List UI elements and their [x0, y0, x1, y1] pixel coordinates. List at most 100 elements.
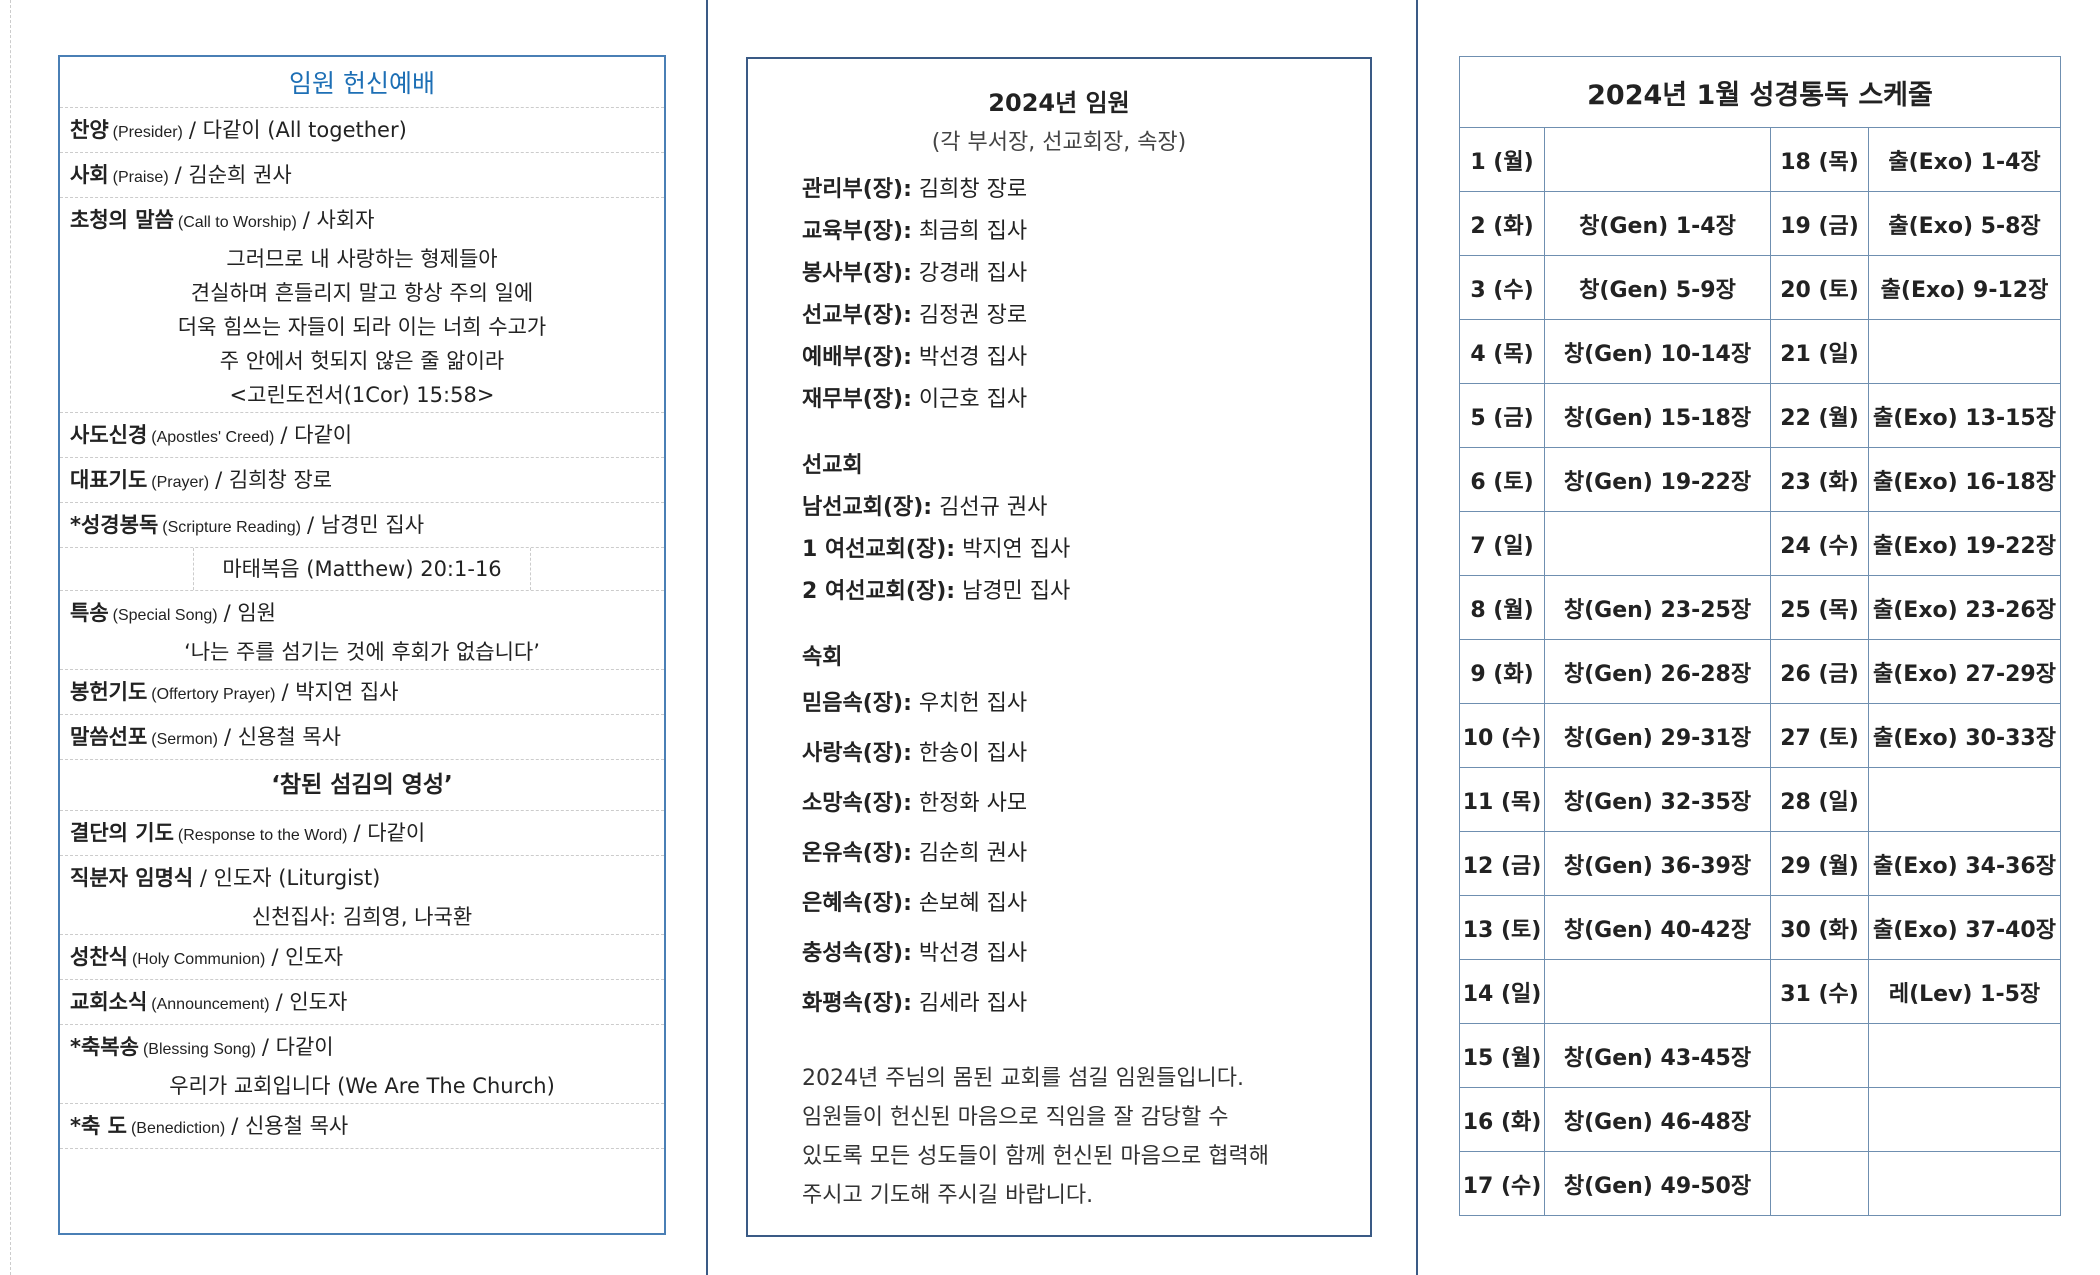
order-item: 말씀선포 (Sermon) / 신용철 목사	[60, 715, 664, 760]
divider	[1416, 0, 1418, 1275]
reading: 출(Exo) 5-8장	[1868, 191, 2061, 256]
order-entry: 말씀선포 (Sermon) / 신용철 목사	[70, 715, 654, 759]
schedule-row: 13 (토) 창(Gen) 40-42장 30 (화) 출(Exo) 37-40장	[1459, 895, 2061, 960]
date: 29 (월)	[1770, 831, 1869, 896]
officer-role: 사랑속(장):	[802, 741, 912, 766]
item-english: (Benediction)	[130, 1120, 226, 1137]
reading	[1868, 319, 2061, 384]
schedule-row: 1 (월) 18 (목) 출(Exo) 1-4장	[1459, 127, 2061, 192]
reading	[1544, 511, 1771, 576]
schedule-title: 2024년 1월 성경통독 스케줄	[1459, 56, 2061, 128]
date: 31 (수)	[1770, 959, 1869, 1024]
officer-name: 강경래 집사	[918, 261, 1028, 286]
reading: 출(Exo) 27-29장	[1868, 639, 2061, 704]
item-role: / 신용철 목사	[231, 1114, 349, 1138]
date: 16 (화)	[1459, 1087, 1545, 1152]
item-label: 초청의 말씀	[70, 208, 174, 232]
item-english: (Sermon)	[151, 731, 218, 748]
item-english: (Apostles' Creed)	[151, 429, 275, 446]
item-english: (Blessing Song)	[142, 1041, 256, 1058]
officer-role: 교육부(장):	[802, 219, 912, 244]
fold-line	[10, 0, 11, 1275]
item-line: <고린도전서(1Cor) 15:58>	[229, 383, 495, 407]
order-item: *축 도 (Benediction) / 신용철 목사	[60, 1104, 664, 1149]
closing-line: 2024년 주님의 몸된 교회를 섬길 임원들입니다.	[802, 1066, 1245, 1091]
order-entry: 결단의 기도 (Response to the Word) / 다같이	[70, 811, 654, 855]
date: 13 (토)	[1459, 895, 1545, 960]
order-item: 교회소식 (Announcement) / 인도자	[60, 980, 664, 1025]
reading: 출(Exo) 9-12장	[1868, 255, 2061, 320]
order-entry: 사회 (Praise) / 김순희 권사	[70, 153, 654, 197]
officer-entry: 예배부(장): 박선경 집사	[802, 337, 1370, 379]
officer-entry: 선교부(장): 김정권 장로	[802, 295, 1370, 337]
order-entry: 대표기도 (Prayer) / 김희창 장로	[70, 458, 654, 502]
closing-line: 주시고 기도해 주시길 바랍니다.	[802, 1183, 1094, 1208]
item-role: / 김희창 장로	[215, 468, 333, 492]
order-entry: *성경봉독 (Scripture Reading) / 남경민 집사	[70, 503, 654, 547]
order-item: *성경봉독 (Scripture Reading) / 남경민 집사	[60, 503, 664, 548]
officer-name: 박지연 집사	[962, 537, 1071, 562]
officer-role: 믿음속(장):	[802, 691, 912, 716]
order-item: 대표기도 (Prayer) / 김희창 장로	[60, 458, 664, 503]
date: 15 (월)	[1459, 1023, 1545, 1088]
item-role: / 김순희 권사	[174, 163, 292, 187]
date: 1 (월)	[1459, 127, 1545, 192]
group-heading: 속회	[802, 645, 843, 670]
schedule-row: 9 (화) 창(Gen) 26-28장 26 (금) 출(Exo) 27-29장	[1459, 639, 2061, 704]
reading: 레(Lev) 1-5장	[1868, 959, 2061, 1024]
item-line: 그러므로 내 사랑하는 형제들아	[226, 247, 498, 271]
item-label: 대표기도	[70, 468, 148, 492]
reading: 창(Gen) 19-22장	[1544, 447, 1771, 512]
reading: 창(Gen) 1-4장	[1544, 191, 1771, 256]
order-entry: 초청의 말씀 (Call to Worship) / 사회자	[70, 198, 654, 242]
item-english: (Announcement)	[151, 996, 270, 1013]
item-english: (Special Song)	[112, 607, 218, 624]
date: 8 (월)	[1459, 575, 1545, 640]
item-label: 사도신경	[70, 423, 148, 447]
date: 17 (수)	[1459, 1151, 1545, 1216]
schedule-row: 17 (수) 창(Gen) 49-50장	[1459, 1151, 2061, 1216]
date	[1770, 1087, 1869, 1152]
officer-entry: 2 여선교회(장): 남경민 집사	[802, 571, 1370, 613]
schedule-row: 14 (일) 31 (수) 레(Lev) 1-5장	[1459, 959, 2061, 1024]
reading: 창(Gen) 23-25장	[1544, 575, 1771, 640]
date: 6 (토)	[1459, 447, 1545, 512]
officer-entry: 믿음속(장): 우치헌 집사	[802, 679, 1370, 729]
item-line: 견실하며 흔들리지 말고 항상 주의 일에	[190, 281, 534, 305]
reading: 출(Exo) 23-26장	[1868, 575, 2061, 640]
reading: 출(Exo) 34-36장	[1868, 831, 2061, 896]
reading	[1868, 1087, 2061, 1152]
item-line: 더욱 힘쓰는 자들이 되라 이는 너희 수고가	[177, 315, 547, 339]
item-english: (Prayer)	[151, 474, 210, 491]
item-line: 주 안에서 헛되지 않은 줄 앎이라	[219, 349, 505, 373]
officer-role: 선교부(장):	[802, 303, 912, 328]
officer-entry: 화평속(장): 김세라 집사	[802, 979, 1370, 1029]
officer-entry: 관리부(장): 김희창 장로	[802, 169, 1370, 211]
item-line: ‘나는 주를 섬기는 것에 후회가 없습니다’	[184, 640, 540, 664]
date: 14 (일)	[1459, 959, 1545, 1024]
officer-name: 박선경 집사	[918, 941, 1028, 966]
officer-role: 봉사부(장):	[802, 261, 912, 286]
date: 11 (목)	[1459, 767, 1545, 832]
item-role: / 임원	[223, 601, 276, 625]
reading: 창(Gen) 32-35장	[1544, 767, 1771, 832]
item-role: / 신용철 목사	[223, 725, 341, 749]
date: 5 (금)	[1459, 383, 1545, 448]
schedule-header: 2024년 1월 성경통독 스케줄	[1459, 56, 2061, 128]
officer-group: 선교회 남선교회(장): 김선규 권사 1 여선교회(장): 박지연 집사 2 여선교…	[802, 445, 1370, 613]
officer-entry: 남선교회(장): 김선규 권사	[802, 487, 1370, 529]
item-label: 결단의 기도	[70, 821, 174, 845]
item-role: / 다같이 (All together)	[188, 118, 407, 142]
date: 18 (목)	[1770, 127, 1869, 192]
reading: 창(Gen) 49-50장	[1544, 1151, 1771, 1216]
item-line: 우리가 교회입니다 (We Are The Church)	[169, 1074, 555, 1098]
officer-entry: 사랑속(장): 한송이 집사	[802, 729, 1370, 779]
order-item: 특송 (Special Song) / 임원 ‘나는 주를 섬기는 것에 후회가 없습…	[60, 591, 664, 670]
officer-name: 김정권 장로	[918, 303, 1028, 328]
date: 12 (금)	[1459, 831, 1545, 896]
item-label: 봉헌기도	[70, 680, 148, 704]
date: 9 (화)	[1459, 639, 1545, 704]
item-line: 신천집사: 김희영, 나국환	[251, 905, 473, 929]
